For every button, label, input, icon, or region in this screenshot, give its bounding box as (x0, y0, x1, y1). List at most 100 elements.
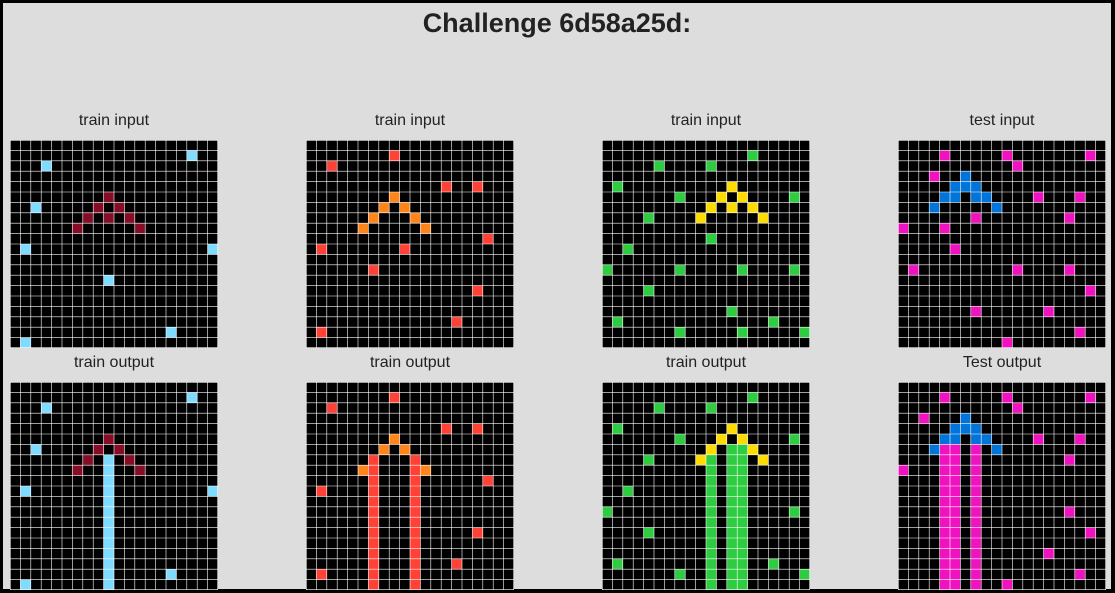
grid-cell (939, 496, 950, 507)
grid-cell (358, 223, 369, 234)
grid-cell (1074, 434, 1086, 445)
grid-cell (939, 486, 950, 497)
grid-cell (674, 434, 686, 445)
grid-cell (970, 181, 982, 192)
grid-cell (1002, 579, 1013, 590)
grid-cell (103, 212, 114, 224)
grid-cell (316, 327, 327, 338)
grid-cell (643, 454, 654, 466)
grid-cell (207, 486, 218, 497)
grid-cell (981, 192, 992, 203)
grid-cell (1085, 150, 1096, 161)
grid-lines (306, 140, 514, 348)
grid-cell (726, 569, 738, 580)
grid-cell (706, 402, 717, 414)
grid-cell (726, 444, 738, 455)
grid-cell (970, 538, 982, 549)
grid-cell (368, 475, 379, 486)
grid-cell (970, 579, 982, 590)
grid-cell (950, 527, 961, 538)
grid-cell (716, 434, 727, 445)
grid-cell (410, 475, 421, 486)
grid-cell (399, 244, 410, 255)
grid-cell (950, 444, 961, 455)
panel-label: train output (369, 354, 451, 371)
grid-cell (789, 506, 800, 518)
grid-cell (186, 150, 198, 161)
grid-cell (368, 212, 379, 224)
grid-cell (316, 569, 327, 580)
grid-cell (950, 579, 961, 590)
panel-label: train input (670, 112, 742, 129)
grid-cell (950, 517, 961, 528)
grid-cell (950, 454, 961, 466)
grid-cell (706, 579, 717, 590)
grid-cell (103, 454, 114, 466)
grid-cell (368, 465, 379, 476)
grid-train2-input (306, 140, 514, 348)
grid-cell (970, 569, 982, 580)
grid-cell (134, 465, 146, 476)
grid-cell (410, 538, 421, 549)
grid-cell (706, 569, 717, 580)
grid-cell (41, 160, 52, 172)
grid-cell (706, 233, 717, 244)
grid-cell (706, 527, 717, 538)
grid-cell (929, 202, 940, 213)
grid-cell (82, 454, 94, 466)
grid-cell (410, 212, 421, 224)
panel-train2-output: train output (306, 353, 514, 590)
panel-train1-output: train output (10, 353, 218, 590)
grid-cell (939, 558, 950, 570)
grid-cell (970, 558, 982, 570)
grid-lines (602, 382, 810, 590)
grid-cell (726, 202, 738, 213)
grid-cell (1012, 264, 1023, 276)
panel-label: train output (665, 354, 747, 371)
grid-cell (93, 202, 104, 213)
grid-cell (695, 212, 706, 224)
grid-cell (674, 569, 686, 580)
grid-cell (939, 223, 950, 234)
grid-cell (737, 475, 748, 486)
grid-cell (737, 264, 748, 276)
grid-cell (316, 244, 327, 255)
grid-cell (726, 496, 738, 507)
grid-cell (368, 527, 379, 538)
grid-cell (737, 486, 748, 497)
grid-cell (950, 558, 961, 570)
grid-cell (939, 538, 950, 549)
grid-cell (768, 558, 779, 570)
grid-cell (166, 569, 177, 580)
grid-cell (114, 444, 125, 455)
grid-cell (737, 517, 748, 528)
grid-cell (939, 454, 950, 466)
grid-cell (950, 181, 961, 192)
grid-cell (1002, 392, 1013, 403)
grid-cell (612, 181, 623, 192)
grid-cell (1085, 527, 1096, 538)
grid-cell (737, 496, 748, 507)
grid-cell (124, 212, 135, 224)
panel-label: train input (78, 112, 150, 129)
grid-cell (368, 496, 379, 507)
grid-cell (950, 538, 961, 549)
grid-cell (103, 558, 114, 570)
grid-cell (737, 527, 748, 538)
grid-cell (960, 423, 971, 434)
grid-cell (389, 192, 400, 203)
grid-cell (939, 506, 950, 518)
grid-cell (768, 316, 779, 328)
grid-lines (898, 140, 1106, 348)
grid-cell (1074, 327, 1086, 338)
grid-cell (939, 475, 950, 486)
panel-label: train output (73, 354, 155, 371)
grid-cell (950, 548, 961, 559)
grid-cell (1033, 192, 1044, 203)
grid-cell (103, 465, 114, 476)
grid-cell (410, 569, 421, 580)
grid-cell (726, 506, 738, 518)
grid-cell (970, 517, 982, 528)
grid-cell (789, 434, 800, 445)
grid-cell (1012, 160, 1023, 172)
